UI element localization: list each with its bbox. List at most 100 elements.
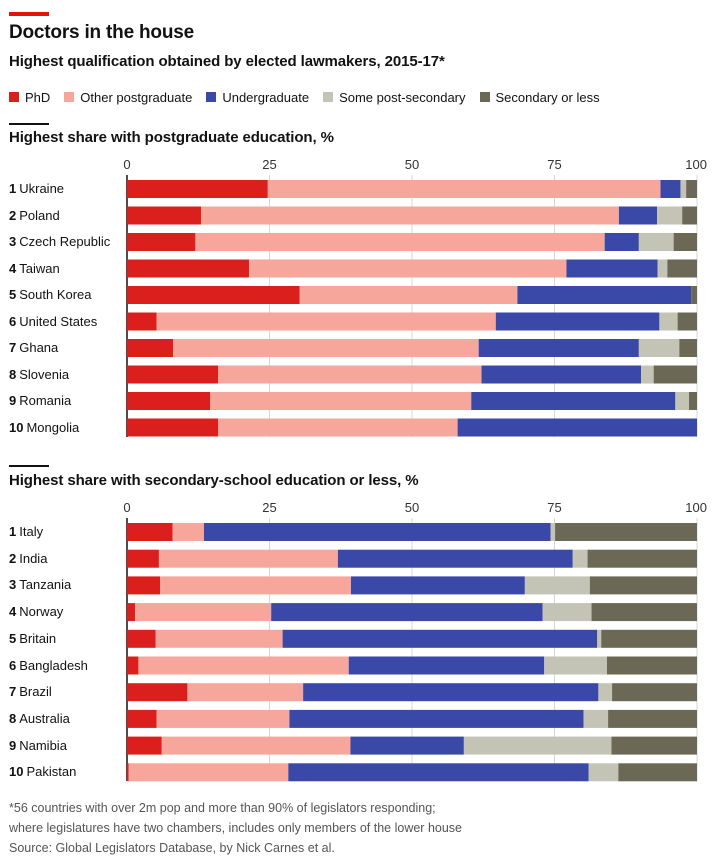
bar-segment-tanzania-secondary-or-less (589, 576, 697, 595)
bar-segment-pakistan-other-postgraduate (128, 763, 289, 782)
bar-segment-romania-some-post-secondary (675, 392, 690, 410)
country-label: 2 India (9, 550, 47, 568)
bar-segment-ghana-undergraduate (478, 339, 639, 357)
country-label: 6 Bangladesh (9, 657, 88, 675)
country-label: 9 Romania (9, 392, 71, 410)
brand-rule (9, 12, 49, 16)
bar-segment-poland-other-postgraduate (201, 206, 619, 225)
rank-number: 1 (9, 524, 17, 539)
panel-2-tick-100: 100 (685, 500, 707, 515)
panel-2-title: Highest share with secondary-school educ… (9, 472, 419, 489)
bar-segment-ukraine-undergraduate (660, 180, 681, 198)
bar-segment-namibia-some-post-secondary (463, 736, 612, 755)
bar-segment-norway-secondary-or-less (591, 603, 697, 622)
legend: PhD Other postgraduate Undergraduate Som… (9, 88, 614, 106)
country-label: 7 Ghana (9, 339, 58, 357)
bar-segment-poland-secondary-or-less (682, 206, 697, 225)
bar-segment-united-states-other-postgraduate (156, 312, 496, 331)
bar-segment-bangladesh-phd (127, 656, 139, 675)
country-name: Romania (19, 393, 72, 408)
country-label: 2 Poland (9, 207, 60, 225)
bar-segment-ukraine-some-post-secondary (680, 180, 687, 198)
country-label: 10 Mongolia (9, 419, 79, 437)
bar-segment-romania-undergraduate (471, 392, 676, 410)
bar-segment-united-states-secondary-or-less (677, 312, 697, 331)
bar-segment-czech-republic-other-postgraduate (195, 233, 605, 251)
rank-number: 6 (9, 313, 17, 329)
country-name: Ukraine (19, 181, 65, 196)
bar-segment-bangladesh-other-postgraduate (138, 656, 349, 675)
bar-segment-australia-other-postgraduate (156, 709, 290, 728)
bar-segment-namibia-phd (127, 736, 162, 755)
bar-segment-poland-phd (127, 206, 202, 225)
panel-1-rule (9, 123, 49, 125)
country-label: 9 Namibia (9, 737, 67, 755)
bar-segment-brazil-other-postgraduate (187, 683, 304, 702)
country-label: 6 United States (9, 313, 97, 331)
country-name: Bangladesh (19, 657, 88, 673)
bar-segment-slovenia-secondary-or-less (653, 365, 697, 384)
country-name: Czech Republic (19, 234, 111, 249)
bar-segment-namibia-other-postgraduate (161, 736, 351, 755)
bar-segment-brazil-phd (127, 683, 188, 702)
panel-1-title: Highest share with postgraduate educatio… (9, 129, 334, 146)
bar-segment-bangladesh-secondary-or-less (606, 656, 697, 675)
bar-segment-south-korea-other-postgraduate (299, 286, 518, 304)
footnote-line-3: Source: Global Legislators Database, by … (9, 841, 335, 855)
panel-2-tick-75: 75 (547, 500, 562, 515)
bar-segment-australia-secondary-or-less (608, 709, 697, 728)
rank-number: 9 (9, 737, 17, 753)
bar-segment-bangladesh-some-post-secondary (544, 656, 607, 675)
legend-swatch-undergraduate (206, 92, 217, 102)
footnote-line-2: where legislatures have two chambers, in… (9, 821, 463, 835)
bar-segment-taiwan-phd (127, 259, 249, 278)
legend-swatch-some-post-secondary (323, 92, 334, 102)
panel-1-tick-100: 100 (685, 157, 707, 172)
bar-segment-tanzania-other-postgraduate (160, 576, 352, 595)
bar-segment-poland-some-post-secondary (657, 206, 683, 225)
bar-segment-norway-other-postgraduate (134, 603, 272, 622)
country-label: 7 Brazil (9, 683, 52, 701)
bar-segment-britain-undergraduate (282, 629, 598, 648)
legend-swatch-phd (9, 92, 19, 102)
bar-segment-united-states-phd (127, 312, 157, 331)
country-label: 3 Czech Republic (9, 233, 110, 251)
bar-segment-norway-undergraduate (271, 603, 543, 622)
bar-segment-mongolia-undergraduate (457, 418, 697, 437)
rank-number: 7 (9, 340, 17, 355)
panel-1-tick-50: 50 (404, 157, 420, 172)
legend-label-other-postgraduate: Other postgraduate (80, 89, 193, 105)
bar-segment-south-korea-undergraduate (517, 286, 692, 304)
bar-segment-taiwan-undergraduate (566, 259, 658, 278)
bar-segment-ghana-secondary-or-less (679, 339, 697, 357)
chart-subtitle: Highest qualification obtained by electe… (9, 53, 445, 70)
bar-segment-norway-some-post-secondary (542, 603, 592, 622)
bar-segment-italy-other-postgraduate (172, 523, 204, 541)
country-label: 4 Taiwan (9, 260, 60, 278)
country-name: South Korea (19, 287, 92, 302)
bar-segment-pakistan-secondary-or-less (618, 763, 697, 782)
rank-number: 1 (9, 181, 17, 196)
bar-segment-ukraine-other-postgraduate (267, 180, 661, 198)
bar-segment-mongolia-phd (127, 418, 219, 437)
bar-segment-tanzania-undergraduate (351, 576, 525, 595)
bar-segment-australia-some-post-secondary (583, 709, 609, 728)
rank-number: 10 (9, 764, 24, 780)
bar-segment-south-korea-secondary-or-less (691, 286, 697, 304)
bar-segment-india-undergraduate (337, 549, 573, 568)
bar-segment-tanzania-phd (127, 576, 161, 595)
bar-segment-norway-phd (127, 603, 135, 622)
legend-item-phd: PhD (9, 90, 50, 105)
bar-segment-britain-other-postgraduate (155, 629, 283, 648)
country-label: 5 South Korea (9, 286, 92, 304)
bar-segment-britain-phd (127, 629, 156, 648)
bar-segment-pakistan-phd (127, 763, 129, 782)
bar-segment-india-other-postgraduate (158, 549, 338, 568)
bar-segment-pakistan-some-post-secondary (588, 763, 619, 782)
legend-label-some-post-secondary: Some post-secondary (339, 89, 466, 105)
bar-segment-romania-secondary-or-less (689, 392, 697, 410)
rank-number: 10 (9, 419, 24, 435)
legend-label-secondary-or-less: Secondary or less (495, 89, 600, 105)
country-name: Namibia (19, 737, 67, 753)
bar-segment-taiwan-secondary-or-less (667, 259, 697, 278)
